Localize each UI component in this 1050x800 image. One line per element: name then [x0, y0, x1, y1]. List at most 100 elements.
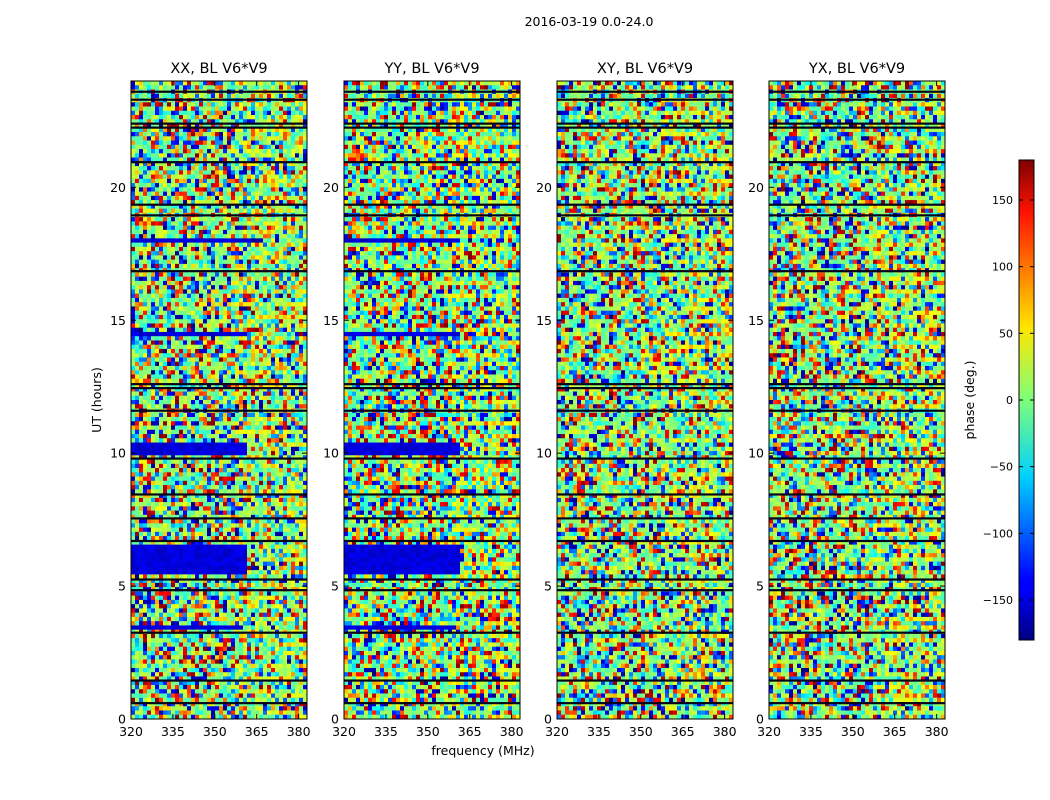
heatmap-cell [247, 506, 252, 511]
heatmap-cell [247, 353, 252, 358]
heatmap-cell [235, 93, 240, 99]
heatmap-cell [231, 183, 236, 188]
heatmap-cell [167, 217, 172, 222]
heatmap-cell [203, 119, 208, 124]
heatmap-cell [207, 297, 212, 303]
heatmap-cell [235, 323, 240, 328]
heatmap-cell [255, 553, 260, 558]
heatmap-cell [179, 166, 184, 171]
heatmap-cell [131, 127, 136, 133]
heatmap-cell [191, 234, 196, 239]
heatmap-cell [231, 523, 236, 528]
heatmap-cell [231, 400, 236, 405]
heatmap-cell [259, 404, 264, 409]
heatmap-cell [151, 183, 156, 188]
heatmap-cell [155, 387, 160, 392]
heatmap-cell [211, 446, 216, 452]
heatmap-cell [227, 115, 232, 120]
heatmap-cell [263, 140, 268, 146]
heatmap-cell [139, 187, 144, 192]
heatmap-cell [283, 489, 288, 494]
heatmap-cell [303, 246, 308, 252]
heatmap-cell [259, 370, 264, 375]
heatmap-cell [147, 459, 152, 465]
heatmap-cell [155, 280, 160, 286]
heatmap-cell [207, 540, 212, 545]
heatmap-cell [223, 382, 228, 388]
heatmap-cell [283, 234, 288, 239]
heatmap-cell [279, 272, 284, 277]
heatmap-cell [239, 548, 244, 554]
heatmap-cell [171, 459, 176, 465]
heatmap-cell [267, 153, 272, 158]
heatmap-cell [211, 502, 216, 507]
heatmap-cell [135, 221, 140, 226]
heatmap-cell [199, 497, 204, 503]
heatmap-cell [283, 204, 288, 209]
heatmap-cell [243, 306, 248, 311]
heatmap-cell [199, 480, 204, 486]
heatmap-cell [207, 132, 212, 137]
heatmap-cell [163, 425, 168, 431]
heatmap-cell [227, 506, 232, 511]
heatmap-cell [131, 353, 136, 358]
heatmap-cell [179, 523, 184, 528]
heatmap-cell [255, 459, 260, 465]
heatmap-cell [155, 523, 160, 528]
heatmap-cell [283, 519, 288, 524]
heatmap-cell [151, 502, 156, 507]
heatmap-cell [143, 561, 148, 567]
heatmap-cells [131, 81, 308, 720]
heatmap-cell [299, 272, 304, 277]
heatmap-cell [247, 276, 252, 282]
heatmap-cell [235, 497, 240, 503]
heatmap-cell [263, 132, 268, 137]
heatmap-cell [159, 297, 164, 303]
heatmap-cell [147, 221, 152, 226]
heatmap-cell [167, 404, 172, 409]
heatmap-cell [187, 140, 192, 146]
heatmap-cell [247, 225, 252, 231]
heatmap-cell [151, 242, 156, 248]
heatmap-cell [227, 531, 232, 537]
heatmap-cell [135, 123, 140, 129]
heatmap-cell [207, 195, 212, 201]
heatmap-cell [255, 225, 260, 231]
heatmap-cell [231, 327, 236, 333]
heatmap-cell [291, 331, 296, 337]
heatmap-cell [151, 451, 156, 456]
heatmap-cell [283, 370, 288, 375]
heatmap-cell [195, 255, 200, 260]
heatmap-cell [159, 136, 164, 141]
heatmap-cell [171, 310, 176, 316]
heatmap-cell [267, 81, 272, 86]
heatmap-cell [159, 417, 164, 422]
heatmap-cell [211, 195, 216, 201]
heatmap-cell [275, 438, 280, 443]
heatmap-cell [163, 459, 168, 465]
heatmap-cell [231, 225, 236, 231]
heatmap-cell [255, 493, 260, 499]
heatmap-cell [223, 323, 228, 328]
heatmap-cell [299, 102, 304, 107]
heatmap-cell [151, 119, 156, 124]
heatmap-cell [259, 302, 264, 307]
heatmap-cell [271, 132, 276, 137]
heatmap-cell [159, 242, 164, 248]
heatmap-cell [167, 429, 172, 435]
heatmap-cell [183, 438, 188, 443]
heatmap-cell [167, 476, 172, 482]
heatmap-cell [295, 153, 300, 158]
heatmap-cell [235, 225, 240, 231]
heatmap-cell [159, 140, 164, 146]
heatmap-cell [143, 144, 148, 150]
heatmap-cell [287, 340, 292, 345]
heatmap-cell [131, 102, 136, 107]
heatmap-cell [179, 174, 184, 180]
heatmap-cell [155, 149, 160, 154]
heatmap-cell [251, 310, 256, 316]
heatmap-cell [219, 463, 224, 469]
heatmap-cell [143, 297, 148, 303]
heatmap-cell [299, 336, 304, 341]
heatmap-cell [139, 327, 144, 333]
